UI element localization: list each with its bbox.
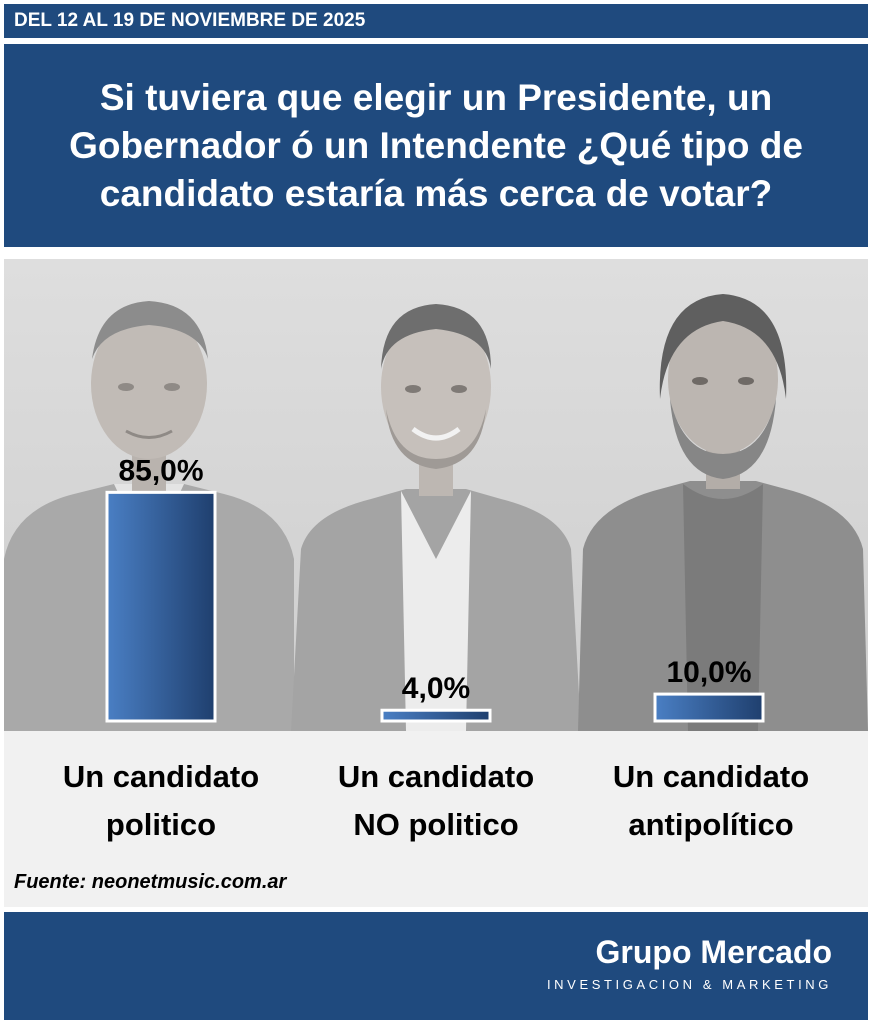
bar-politico <box>105 490 217 723</box>
category-labels-panel: Un candidato politico Un candidato NO po… <box>4 731 868 907</box>
question-title: Si tuviera que elegir un Presidente, un … <box>4 44 868 247</box>
bearded-man-photo-icon <box>578 294 868 731</box>
brand-name: Grupo Mercado <box>595 934 832 970</box>
category-label-no-politico: Un candidato NO politico <box>337 759 535 842</box>
date-range-text: DEL 12 AL 19 DE NOVIEMBRE DE 2025 <box>14 10 366 31</box>
data-label-no-politico: 4,0% <box>402 672 470 705</box>
category-label-politico: Un candidato politico <box>62 759 260 842</box>
bar-no-politico <box>380 708 492 723</box>
category-label-antipolitico: Un candidato antipolítico <box>612 759 810 842</box>
bar-antipolitico <box>653 692 765 723</box>
footer: Grupo Mercado INVESTIGACION & MARKETING <box>4 912 868 1020</box>
brand-logo: Grupo Mercado INVESTIGACION & MARKETING <box>547 934 832 994</box>
question-text: Si tuviera que elegir un Presidente, un … <box>69 76 803 214</box>
bar-chart: 85,0% 4,0% 10,0% <box>105 454 765 723</box>
data-label-antipolitico: 10,0% <box>666 656 751 689</box>
date-range-banner: DEL 12 AL 19 DE NOVIEMBRE DE 2025 <box>4 4 868 38</box>
young-man-photo-icon <box>291 304 581 731</box>
source-note: Fuente: neonetmusic.com.ar <box>14 871 287 893</box>
brand-subtitle: INVESTIGACION & MARKETING <box>546 977 832 992</box>
data-label-politico: 85,0% <box>118 454 203 487</box>
chart-area: 85,0% 4,0% 10,0% <box>4 259 868 731</box>
